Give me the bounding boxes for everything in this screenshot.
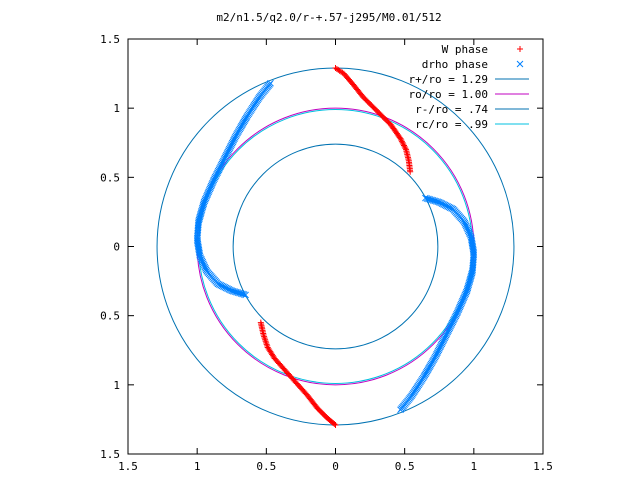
legend-label: r+/ro = 1.29 [409, 73, 488, 86]
legend-label: rc/ro = .99 [415, 118, 488, 131]
legend-label: ro/ro = 1.00 [409, 88, 488, 101]
legend-label: r-/ro = .74 [415, 103, 488, 116]
w-phase-point [262, 338, 269, 345]
w-phase-point [517, 46, 523, 52]
legend-label: W phase [442, 43, 488, 56]
drho-phase-point [397, 406, 404, 414]
legend: W phase drho phase r+/ro = 1.29 ro/ro = 1.0… [409, 43, 529, 131]
x-tick-label: 1.5 [118, 460, 138, 473]
w-phase-point [400, 142, 407, 149]
w-phase-point [398, 138, 405, 145]
w-phase-point [402, 145, 409, 152]
phase-points [193, 46, 524, 428]
chart-title: m2/n1.5/q2.0/r-+.57-j295/M0.01/512 [216, 11, 441, 24]
y-tick-label: 0.5 [100, 171, 120, 184]
reference-circle [232, 143, 439, 350]
y-tick-label: 0.5 [100, 310, 120, 323]
drho-phase-point [516, 60, 524, 68]
x-tick-label: 0 [332, 460, 339, 473]
drho-phase-point [194, 237, 201, 245]
w-phase-point [400, 141, 407, 148]
w-phase-point [257, 319, 264, 326]
w-phase-point [263, 339, 270, 346]
w-phase-point [397, 135, 404, 142]
x-tick-label: 0.5 [256, 460, 276, 473]
w-phase-point [265, 345, 272, 352]
x-tick-label: 1 [471, 460, 478, 473]
y-tick-label: 1 [113, 379, 120, 392]
axis-ticks: 1.5 1 0.5 0 0.5 1 1.51.510.500.511.5 [100, 33, 553, 473]
w-phase-point [399, 139, 406, 146]
w-phase-point [401, 143, 408, 150]
y-tick-label: 1 [113, 102, 120, 115]
w-phase-point [261, 333, 268, 340]
y-tick-label: 0 [113, 241, 120, 254]
x-tick-label: 0.5 [395, 460, 415, 473]
w-phase-point [407, 168, 414, 175]
w-phase-point [398, 136, 405, 143]
y-tick-label: 1.5 [100, 448, 120, 461]
w-phase-point [262, 336, 269, 343]
x-tick-label: 1.5 [533, 460, 553, 473]
reference-circle [198, 109, 473, 384]
drho-phase-point [267, 79, 274, 87]
legend-label: drho phase [422, 58, 488, 71]
w-phase-point [261, 335, 268, 342]
drho-phase-point [470, 248, 477, 256]
y-tick-label: 1.5 [100, 33, 120, 46]
x-tick-label: 1 [194, 460, 201, 473]
plot-frame [127, 38, 544, 455]
